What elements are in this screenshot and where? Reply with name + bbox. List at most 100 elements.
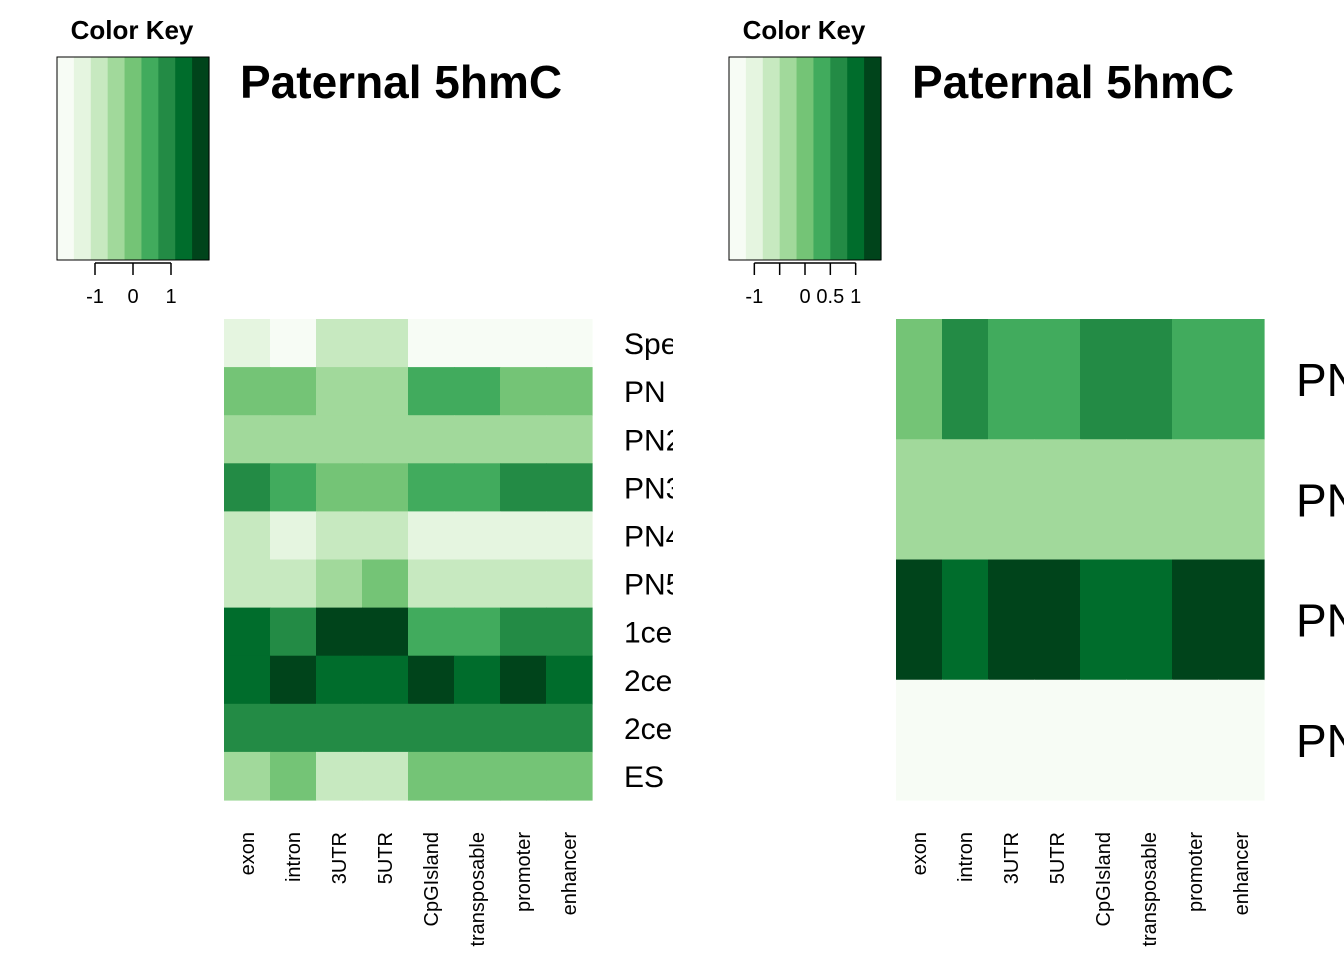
heatmap-cell [546, 655, 593, 705]
heatmap-cell [500, 319, 547, 368]
heatmap-cell [224, 703, 271, 753]
heatmap-cell [408, 607, 455, 657]
heatmap-cell [362, 751, 409, 801]
heatmap-cell [454, 367, 501, 416]
row-label: PN2 [624, 424, 682, 457]
heatmap-cell [224, 751, 271, 801]
color-key-bin [762, 57, 781, 260]
heatmap-cells [896, 319, 1265, 801]
color-key-tick-label: 0 [799, 286, 810, 308]
heatmap-cell [500, 751, 547, 801]
heatmap-cell [500, 607, 547, 657]
color-key-bin [158, 57, 176, 260]
heatmap-cell [896, 439, 943, 561]
color-key-bin [73, 57, 92, 260]
heatmap-cell [270, 655, 317, 705]
heatmap-cell [1126, 319, 1173, 440]
heatmap-title: Paternal 5hmC [912, 56, 1234, 108]
column-label: intron [955, 832, 977, 882]
column-label: 3UTR [329, 832, 351, 884]
heatmap-cell [362, 319, 409, 368]
heatmap-panel-right: Color Key Paternal 5hmC -1 0 0.5 1 PNPNPNPN… [728, 15, 1344, 947]
heatmap-cell [316, 463, 363, 512]
heatmap-cell [224, 607, 271, 657]
heatmap-cell [454, 607, 501, 657]
heatmap-cell [1034, 559, 1081, 681]
heatmap-cell [1172, 439, 1219, 561]
heatmap-cell [408, 319, 455, 368]
color-key-bin [175, 57, 193, 260]
row-labels: PN PN PN PN [1296, 354, 1344, 767]
heatmap-cell [454, 511, 501, 561]
row-label: PN [1296, 595, 1344, 647]
color-key-bin [847, 57, 865, 260]
heatmap-cell [408, 655, 455, 705]
heatmap-cell [454, 655, 501, 705]
heatmap-cell [1218, 679, 1265, 801]
color-key-bin [745, 57, 764, 260]
heatmap-cell [454, 463, 501, 512]
heatmap-cell [1218, 559, 1265, 681]
color-key-bin [813, 57, 831, 260]
heatmap-panel-left: Color Key Paternal 5hmC -1 0 1 Spe PN PN2 PN3… [56, 15, 682, 947]
heatmap-cell [362, 463, 409, 512]
heatmap-cell [500, 703, 547, 753]
heatmap-cell [454, 751, 501, 801]
color-key-bin [107, 57, 126, 260]
column-label: enhancer [1231, 832, 1253, 916]
heatmap-cell [408, 703, 455, 753]
heatmap-cell [454, 703, 501, 753]
color-key: -1 0 1 [56, 56, 210, 308]
column-label: exon [237, 832, 259, 875]
heatmap-cell [224, 559, 271, 609]
heatmap-cell [270, 463, 317, 512]
column-label: CpGIsland [421, 832, 443, 927]
heatmap-cell [546, 511, 593, 561]
heatmap-cell [1080, 439, 1127, 561]
heatmap-cell [362, 655, 409, 705]
heatmap-cell [1218, 439, 1265, 561]
color-key-bin [729, 57, 747, 260]
heatmap-cell [500, 463, 547, 512]
heatmap-cell [1126, 559, 1173, 681]
heatmap-cell [316, 511, 363, 561]
heatmap-cell [1172, 319, 1219, 440]
color-key-bin [796, 57, 815, 260]
heatmap-cell [224, 655, 271, 705]
heatmap-cell [316, 559, 363, 609]
color-key: -1 0 0.5 1 [728, 56, 882, 308]
heatmap-cell [408, 367, 455, 416]
column-labels: exon intron 3UTR 5UTR CpGIsland transposable p… [237, 832, 581, 947]
color-key-border [728, 56, 882, 261]
column-labels: exon intron 3UTR 5UTR CpGIsland transposable p… [909, 832, 1253, 947]
heatmap-cell [896, 319, 943, 440]
heatmap-cell [546, 319, 593, 368]
heatmap-cell [408, 511, 455, 561]
row-label: 1ce [624, 617, 672, 650]
color-key-title: Color Key [743, 15, 866, 45]
heatmap-cell [408, 463, 455, 512]
heatmap-cell [316, 703, 363, 753]
heatmap-cell [1126, 439, 1173, 561]
heatmap-cell [362, 703, 409, 753]
column-label: 5UTR [375, 832, 397, 884]
heatmap-cell [408, 559, 455, 609]
heatmap-cell [1080, 679, 1127, 801]
heatmap-cell [270, 415, 317, 464]
heatmap-cell [224, 511, 271, 561]
heatmap-cell [546, 607, 593, 657]
column-label: transposable [467, 832, 489, 947]
color-key-tick-label: 0.5 [816, 286, 844, 308]
heatmap-cell [988, 319, 1035, 440]
heatmap-cell [362, 415, 409, 464]
row-label: PN [1296, 474, 1344, 526]
heatmap-cell [362, 607, 409, 657]
heatmap-cell [1172, 679, 1219, 801]
color-key-bin [90, 57, 109, 260]
row-label: Spe [624, 328, 677, 361]
heatmap-cell [500, 367, 547, 416]
heatmap-cell [546, 463, 593, 512]
color-key-tick-label: 1 [850, 286, 861, 308]
heatmap-cell [454, 415, 501, 464]
